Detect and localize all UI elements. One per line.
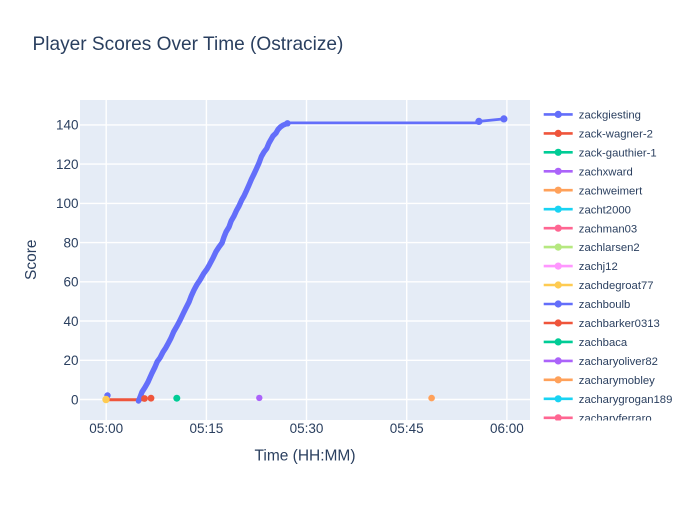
- svg-text:100: 100: [56, 196, 79, 211]
- svg-text:120: 120: [56, 157, 79, 172]
- svg-text:40: 40: [63, 314, 78, 329]
- svg-text:zachman03: zachman03: [579, 223, 637, 235]
- svg-text:Score: Score: [23, 239, 40, 280]
- svg-text:zachj12: zachj12: [579, 261, 618, 273]
- svg-text:06:00: 06:00: [490, 421, 524, 436]
- svg-text:zack-wagner-2: zack-wagner-2: [579, 129, 653, 141]
- svg-text:zackgiesting: zackgiesting: [579, 110, 641, 122]
- svg-text:zachxward: zachxward: [579, 166, 633, 178]
- svg-text:zachlarsen2: zachlarsen2: [579, 242, 640, 254]
- svg-text:zacht2000: zacht2000: [579, 204, 631, 216]
- svg-text:80: 80: [63, 235, 78, 250]
- svg-text:zacharyferraro: zacharyferraro: [579, 413, 652, 425]
- svg-text:zacharymobley: zacharymobley: [579, 375, 655, 387]
- svg-text:0: 0: [71, 392, 79, 407]
- svg-text:zachbaca: zachbaca: [579, 337, 628, 349]
- svg-text:zachdegroat77: zachdegroat77: [579, 280, 654, 292]
- svg-text:20: 20: [63, 353, 78, 368]
- svg-text:zacharygrogan189: zacharygrogan189: [579, 394, 673, 406]
- svg-text:zachweimert: zachweimert: [579, 185, 643, 197]
- svg-text:Time (HH:MM): Time (HH:MM): [254, 448, 355, 465]
- svg-text:05:30: 05:30: [290, 421, 324, 436]
- svg-text:zachbarker0313: zachbarker0313: [579, 318, 660, 330]
- svg-text:05:00: 05:00: [89, 421, 123, 436]
- svg-text:60: 60: [63, 275, 78, 290]
- svg-text:zack-gauthier-1: zack-gauthier-1: [579, 147, 657, 159]
- svg-text:zachboulb: zachboulb: [579, 299, 631, 311]
- svg-text:05:45: 05:45: [390, 421, 424, 436]
- svg-text:140: 140: [56, 118, 79, 133]
- svg-text:Player Scores Over Time (Ostra: Player Scores Over Time (Ostracize): [33, 34, 344, 55]
- svg-text:05:15: 05:15: [190, 421, 224, 436]
- svg-text:zacharyoliver82: zacharyoliver82: [579, 356, 658, 368]
